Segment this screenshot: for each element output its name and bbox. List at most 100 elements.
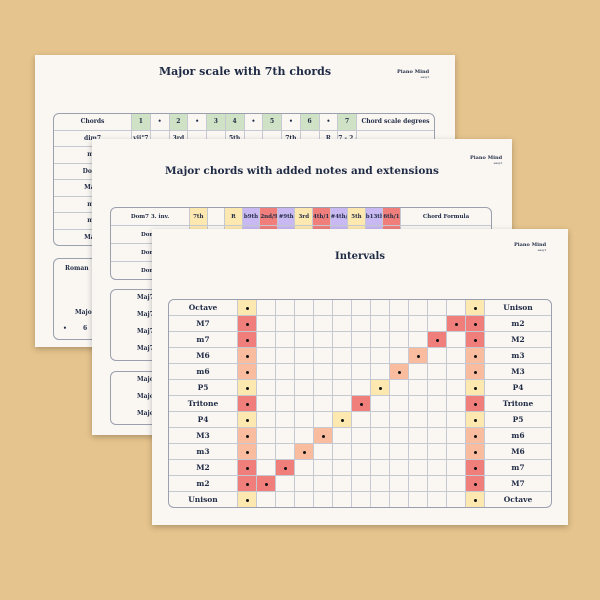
dot-label: • [63, 325, 67, 332]
left-interval-label: Unison [169, 492, 238, 507]
grid-cell [390, 396, 409, 412]
grid-cell [447, 476, 466, 492]
logo: Piano Mind easy.t [470, 155, 503, 165]
right-interval-label: m2 [485, 316, 551, 332]
header-cell: 5th [348, 208, 366, 226]
interval-row: Octave Unison [169, 300, 551, 316]
grid-cell [352, 444, 371, 460]
grid-cell [371, 300, 390, 316]
grid-cell [276, 316, 295, 332]
grid-cell [447, 412, 466, 428]
grid-cell [257, 300, 276, 316]
right-interval-label: M6 [485, 444, 551, 460]
grid-cell [333, 316, 352, 332]
dot-marker [397, 371, 401, 374]
interval-dot-cell [238, 412, 257, 428]
grid-cell [352, 364, 371, 380]
interval-dot-cell [352, 396, 371, 412]
grid-cell [333, 380, 352, 396]
grid-cell [428, 460, 447, 476]
left-interval-label: m6 [169, 364, 238, 380]
grid-cell [352, 332, 371, 348]
dot-marker [416, 355, 420, 358]
right-interval-label: M7 [485, 476, 551, 492]
chord-label: Maj7 [137, 345, 154, 352]
grid-cell [390, 380, 409, 396]
interval-dot-cell [466, 348, 485, 364]
grid-cell [447, 300, 466, 316]
dot-marker [473, 451, 477, 454]
interval-row: m2 M7 [169, 476, 551, 492]
interval-dot-cell [314, 428, 333, 444]
grid-cell [295, 396, 314, 412]
header-cell: Dom7 3. inv. [111, 208, 190, 226]
dot-marker [454, 323, 458, 326]
grid-cell [276, 364, 295, 380]
grid-cell [409, 364, 428, 380]
right-interval-label: m3 [485, 348, 551, 364]
dot-marker [245, 387, 249, 390]
grid-cell [257, 364, 276, 380]
grid-cell [295, 460, 314, 476]
left-interval-label: Tritone [169, 396, 238, 412]
grid-cell [314, 300, 333, 316]
grid-cell [371, 316, 390, 332]
grid-cell [352, 300, 371, 316]
grid-cell [295, 332, 314, 348]
dot-marker [245, 499, 249, 502]
header-cell: Chords [54, 114, 132, 131]
header-cell: Chord scale degrees [357, 114, 434, 131]
grid-cell [371, 428, 390, 444]
dot-marker [264, 483, 268, 486]
dot-marker [473, 307, 477, 310]
interval-dot-cell [466, 300, 485, 316]
dot-marker [245, 355, 249, 358]
dot-marker [435, 339, 439, 342]
grid-cell [371, 460, 390, 476]
grid-cell [390, 476, 409, 492]
chord-label: Maj7 [137, 311, 154, 318]
header-cell: 7 [338, 114, 357, 131]
grid-cell [390, 348, 409, 364]
interval-dot-cell [466, 412, 485, 428]
dot-marker [245, 323, 249, 326]
grid-cell [428, 396, 447, 412]
grid-cell [428, 428, 447, 444]
grid-cell [409, 332, 428, 348]
dot-marker [473, 355, 477, 358]
grid-cell [409, 380, 428, 396]
grid-cell [257, 348, 276, 364]
grid-cell [447, 364, 466, 380]
grid-cell [314, 332, 333, 348]
grid-cell [257, 396, 276, 412]
header-cell: • [244, 114, 264, 131]
header-cell: • [282, 114, 301, 131]
dot-marker [473, 483, 477, 486]
grid-cell [390, 300, 409, 316]
interval-dot-cell [257, 476, 276, 492]
grid-cell [409, 492, 428, 507]
grid-cell [276, 332, 295, 348]
header-cell: 4 [225, 114, 245, 131]
grid-cell [447, 428, 466, 444]
left-interval-label: P5 [169, 380, 238, 396]
logo: Piano Mind easy.t [514, 242, 547, 252]
dot-marker [245, 483, 249, 486]
grid-cell [276, 396, 295, 412]
interval-dot-cell [238, 364, 257, 380]
grid-cell [371, 492, 390, 507]
interval-dot-cell [238, 444, 257, 460]
header-cell: 7th [190, 208, 208, 226]
grid-cell [314, 492, 333, 507]
left-interval-label: M7 [169, 316, 238, 332]
dot-marker [245, 307, 249, 310]
grid-cell [447, 348, 466, 364]
right-interval-label: M3 [485, 364, 551, 380]
grid-cell [257, 332, 276, 348]
sheet-title: Intervals [335, 251, 385, 262]
chord-label: Major [137, 393, 157, 400]
dot-marker [245, 435, 249, 438]
grid-cell [390, 412, 409, 428]
grid-cell [257, 444, 276, 460]
grid-cell [352, 380, 371, 396]
